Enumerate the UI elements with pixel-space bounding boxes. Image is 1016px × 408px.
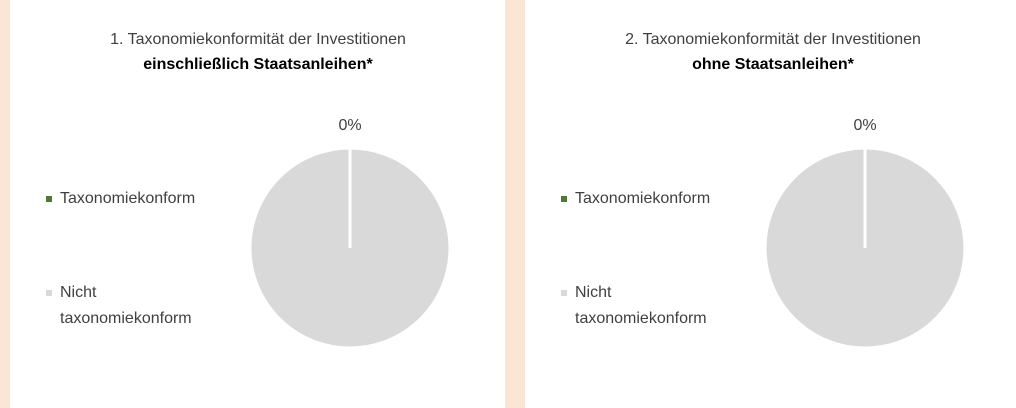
legend-label: Taxonomiekonform <box>60 190 196 207</box>
chart-panel: 1. Taxonomiekonformität der Investitione… <box>10 0 505 408</box>
chart: 1. Taxonomiekonformität der Investitione… <box>110 31 452 350</box>
chart: 2. Taxonomiekonformität der Investitione… <box>625 31 967 350</box>
data-label: 0% <box>853 117 876 134</box>
pie-slice <box>763 146 967 350</box>
chart-title: 2. Taxonomiekonformität der Investitione… <box>625 31 921 48</box>
chart-subtitle: einschließlich Staatsanleihen* <box>143 56 373 73</box>
pie-slice <box>248 146 452 350</box>
legend-item: Taxonomiekonform <box>561 186 731 212</box>
legend-swatch <box>561 196 567 202</box>
legend-swatch <box>46 196 52 202</box>
legend-swatch <box>561 290 567 296</box>
legend-label: Taxonomiekonform <box>575 190 711 207</box>
legend-label: Nicht taxonomiekonform <box>575 284 707 327</box>
legend-swatch <box>46 290 52 296</box>
chart-panel: 2. Taxonomiekonformität der Investitione… <box>525 0 1016 408</box>
legend-item: Taxonomiekonform <box>46 186 216 212</box>
data-label: 0% <box>338 117 361 134</box>
legend-label: Nicht taxonomiekonform <box>60 284 192 327</box>
legend-item: Nicht taxonomiekonform <box>561 280 731 332</box>
chart-title: 1. Taxonomiekonformität der Investitione… <box>110 31 406 48</box>
legend-item: Nicht taxonomiekonform <box>46 280 216 332</box>
chart-subtitle: ohne Staatsanleihen* <box>692 56 855 73</box>
